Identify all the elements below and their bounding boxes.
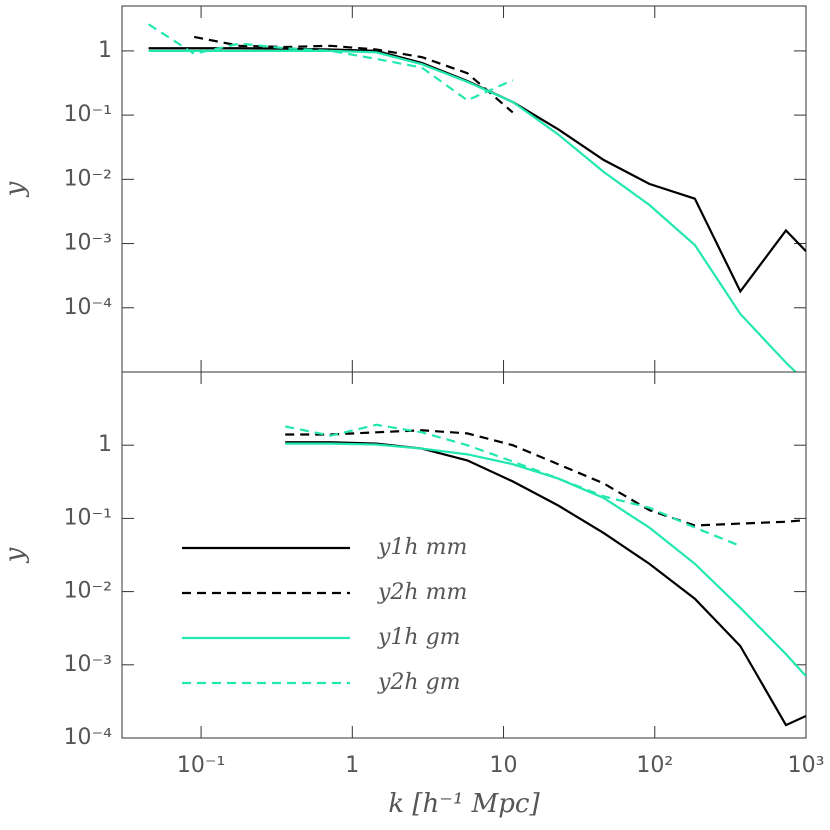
y-tick-label: 10⁻¹ [64, 505, 112, 530]
y-axis-label: y [0, 181, 30, 197]
plot-frame [121, 5, 807, 373]
series-line [193, 35, 514, 114]
series-line [285, 442, 806, 677]
plot-area [148, 23, 806, 372]
y-tick-label: 1 [98, 38, 112, 63]
series-line [285, 429, 806, 527]
y-tick-label: 10⁻³ [64, 652, 112, 677]
x-tick-label: 10⁻¹ [177, 753, 225, 778]
y-tick-label: 10⁻⁴ [64, 295, 113, 320]
legend-label: y1h gm [377, 625, 461, 650]
legend-label: y2h mm [377, 580, 467, 605]
y-axis-label: y [0, 547, 30, 563]
series-line [148, 47, 806, 294]
y-tick-label: 10⁻² [64, 579, 112, 604]
x-tick-label: 1 [345, 753, 359, 778]
y-tick-label: 10⁻² [64, 166, 112, 191]
x-tick-label: 10 [490, 753, 518, 778]
y-tick-label: 10⁻³ [64, 231, 112, 256]
plot-frame [121, 371, 807, 739]
plot-area [284, 423, 806, 727]
y-tick-label: 10⁻¹ [64, 102, 112, 127]
series-line [284, 423, 741, 547]
y-tick-label: 10⁻⁴ [64, 725, 113, 750]
legend-label: y2h gm [377, 670, 461, 695]
x-axis-label: k [h⁻¹ Mpc] [388, 789, 540, 819]
series-line [148, 49, 798, 372]
y-tick-label: 1 [98, 432, 112, 457]
x-tick-label: 10³ [788, 753, 825, 778]
series-line [148, 23, 514, 102]
x-tick-label: 10² [636, 753, 673, 778]
legend-label: y1h mm [377, 535, 467, 560]
series-line [285, 441, 806, 727]
